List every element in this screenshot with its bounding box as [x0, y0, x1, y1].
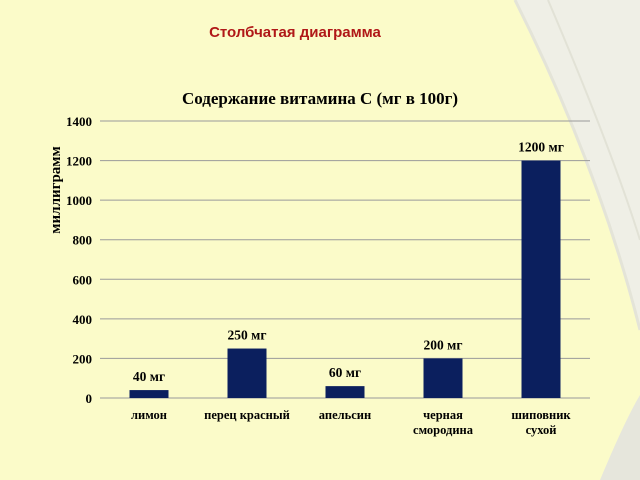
- category-label: шиповник: [511, 408, 571, 422]
- category-label: апельсин: [319, 408, 371, 422]
- category-label: черная: [423, 408, 463, 422]
- data-label: 40 мг: [133, 369, 165, 384]
- y-axis-label: миллиграмм: [48, 146, 64, 233]
- data-labels: 40 мг 250 мг 60 мг 200 мг 1200 мг: [133, 140, 564, 385]
- y-tick-label: 1400: [66, 114, 92, 129]
- category-label: перец красный: [204, 408, 290, 422]
- slide-title: Столбчатая диаграмма: [209, 24, 381, 41]
- bar: [129, 390, 169, 398]
- bars: [129, 160, 561, 398]
- data-label: 1200 мг: [518, 140, 564, 155]
- y-tick-label: 800: [73, 233, 93, 248]
- category-label: смородина: [413, 423, 474, 437]
- data-label: 200 мг: [424, 337, 463, 352]
- slide-curve-right: [547, 0, 640, 241]
- y-tick-label: 600: [73, 272, 93, 287]
- y-tick-label: 400: [73, 312, 93, 327]
- bar: [521, 160, 561, 398]
- bar: [227, 348, 267, 398]
- category-label: лимон: [131, 408, 167, 422]
- bar: [325, 386, 365, 398]
- data-label: 250 мг: [228, 328, 267, 343]
- chart-title: Содержание витамина С (мг в 100г): [182, 89, 458, 108]
- y-tick-labels: 0 200 400 600 800 1000 1200 1400: [66, 114, 92, 406]
- slide-corner: [600, 395, 640, 480]
- data-label: 60 мг: [329, 365, 361, 380]
- y-tick-label: 0: [86, 391, 93, 406]
- category-label: сухой: [526, 423, 557, 437]
- y-tick-label: 200: [73, 351, 93, 366]
- bar: [423, 358, 463, 398]
- category-labels: лимон перец красный апельсин чернаясмородин…: [131, 408, 571, 437]
- y-tick-label: 1000: [66, 193, 92, 208]
- y-axis-label-group: миллиграмм: [48, 146, 64, 233]
- slide-curve-left: [513, 0, 640, 331]
- y-tick-label: 1200: [66, 154, 92, 169]
